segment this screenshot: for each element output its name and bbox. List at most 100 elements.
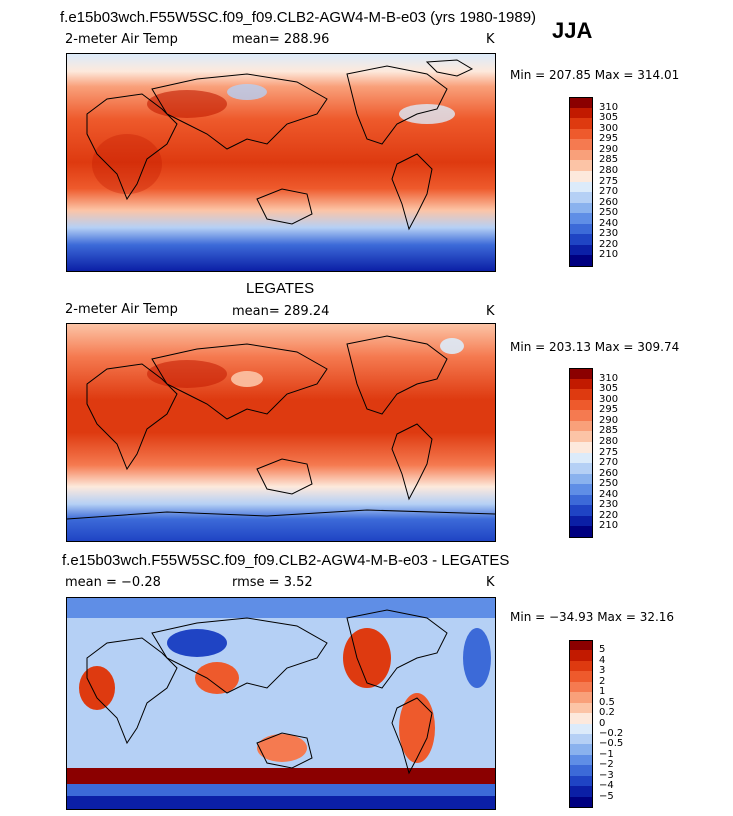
colorbar-swatch: [569, 160, 593, 172]
colorbar-label: 0: [599, 717, 606, 729]
panel3-minmax: Min = −34.93 Max = 32.16: [510, 610, 675, 624]
panel3-title: f.e15b03wch.F55W5SC.f09_f09.CLB2-AGW4-M-…: [62, 552, 510, 569]
colorbar-swatch: [569, 515, 593, 527]
colorbar-swatch: [569, 139, 593, 151]
colorbar-label: −0.2: [599, 727, 624, 739]
panel1-variable: 2-meter Air Temp: [65, 32, 178, 47]
colorbar-swatch: [569, 128, 593, 140]
colorbar-label: −2: [599, 759, 614, 771]
colorbar-label: 310: [599, 372, 619, 384]
colorbar-label: 295: [599, 133, 619, 145]
colorbar-label: 310: [599, 101, 619, 113]
colorbar-swatch: [569, 244, 593, 256]
colorbar-swatch: [569, 399, 593, 411]
panel2-colorbar: 310 305 300 295 290 285 280 275 270 260 250 240 230 2…: [569, 368, 639, 538]
colorbar-swatch: [569, 786, 593, 798]
colorbar-swatch: [569, 378, 593, 390]
colorbar-swatch: [569, 713, 593, 724]
colorbar-label: −0.5: [599, 738, 624, 750]
colorbar-swatch: [569, 702, 593, 714]
colorbar-swatch: [569, 484, 593, 496]
colorbar-label: −1: [599, 748, 614, 760]
colorbar-swatch: [569, 526, 593, 538]
colorbar-label: 290: [599, 143, 619, 155]
colorbar-swatch: [569, 192, 593, 204]
colorbar-label: 275: [599, 446, 619, 458]
colorbar-label: 290: [599, 414, 619, 426]
colorbar-swatch: [569, 744, 593, 756]
colorbar-swatch: [569, 452, 593, 464]
colorbar-swatch: [569, 431, 593, 443]
colorbar-label: 4: [599, 654, 606, 666]
colorbar-swatch: [569, 389, 593, 401]
colorbar-label: 210: [599, 249, 619, 261]
colorbar-label: 285: [599, 154, 619, 166]
colorbar-swatch: [569, 410, 593, 422]
panel1-map: [66, 53, 496, 272]
colorbar-label: 230: [599, 228, 619, 240]
panel3-colorbar: 5 4 3 2 1 0.5 0.2 0 −0.2 −0.5 −1 −2 −3 −4 −5: [569, 640, 639, 808]
panel2-units: K: [486, 304, 495, 319]
colorbar-swatch: [569, 234, 593, 246]
colorbar-swatch: [569, 420, 593, 432]
colorbar-label: 270: [599, 186, 619, 198]
colorbar-label: 300: [599, 393, 619, 405]
colorbar-label: 5: [599, 644, 606, 656]
colorbar-swatch: [569, 223, 593, 235]
panel1-minmax: Min = 207.85 Max = 314.01: [510, 68, 680, 82]
main-title: f.e15b03wch.F55W5SC.f09_f09.CLB2-AGW4-M-…: [60, 9, 537, 26]
panel2-map: [66, 323, 496, 542]
panel3-rmse: rmse = 3.52: [232, 575, 313, 590]
panel3-map-image: [67, 598, 495, 809]
colorbar-label: 210: [599, 520, 619, 532]
panel2-variable: 2-meter Air Temp: [65, 302, 178, 317]
panel3-map: [66, 597, 496, 810]
colorbar-swatch: [569, 118, 593, 130]
colorbar-swatch: [569, 505, 593, 517]
colorbar-label: 285: [599, 425, 619, 437]
panel1-colorbar: 310 305 300 295 290 285 280 275 270 260 250 240 230 2…: [569, 97, 639, 267]
panel3-mean: mean = −0.28: [65, 575, 161, 590]
colorbar-label: 295: [599, 404, 619, 416]
panel3-units: K: [486, 575, 495, 590]
colorbar-swatch: [569, 441, 593, 453]
colorbar-swatch: [569, 494, 593, 506]
panel2-map-image: [67, 324, 495, 541]
colorbar-swatch: [569, 660, 593, 672]
colorbar-swatch: [569, 640, 593, 651]
colorbar-label: −3: [599, 769, 614, 781]
colorbar-swatch: [569, 97, 593, 109]
colorbar-label: 240: [599, 217, 619, 229]
colorbar-label: 220: [599, 238, 619, 250]
colorbar-swatch: [569, 671, 593, 683]
colorbar-label: 3: [599, 665, 606, 677]
season-label: JJA: [552, 18, 593, 43]
colorbar-swatch: [569, 255, 593, 267]
colorbar-swatch: [569, 170, 593, 182]
colorbar-label: 280: [599, 435, 619, 447]
colorbar-label: 230: [599, 499, 619, 511]
panel2-title: LEGATES: [246, 280, 315, 297]
panel2-mean: mean= 289.24: [232, 304, 330, 319]
colorbar-swatch: [569, 149, 593, 161]
colorbar-swatch: [569, 107, 593, 119]
colorbar-label: 275: [599, 175, 619, 187]
colorbar-label: 260: [599, 196, 619, 208]
colorbar-label: 305: [599, 383, 619, 395]
colorbar-swatch: [569, 650, 593, 662]
colorbar-swatch: [569, 202, 593, 214]
colorbar-swatch: [569, 775, 593, 787]
colorbar-label: 270: [599, 457, 619, 469]
colorbar-swatch: [569, 213, 593, 225]
panel1-mean: mean= 288.96: [232, 32, 330, 47]
panel2-minmax: Min = 203.13 Max = 309.74: [510, 340, 680, 354]
colorbar-label: 2: [599, 675, 606, 687]
colorbar-swatch: [569, 723, 593, 735]
colorbar-swatch: [569, 181, 593, 193]
colorbar-label: 1: [599, 686, 606, 698]
colorbar-label: −5: [599, 790, 614, 802]
colorbar-label: 0.2: [599, 707, 615, 719]
colorbar-label: 250: [599, 478, 619, 490]
panel1-map-image: [67, 54, 495, 271]
colorbar-label: 300: [599, 122, 619, 134]
